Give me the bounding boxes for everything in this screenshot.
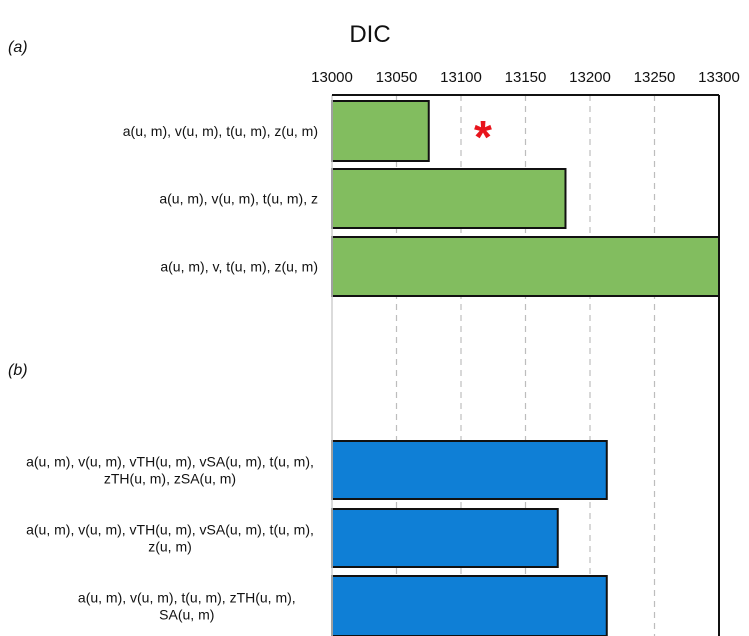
bar-panel0-2 [331,236,720,297]
x-tick-label-4: 13200 [569,69,611,86]
plot-frame [332,94,720,636]
chart-panels: (a) a(u, m), v(u, m), t(u, m), z(u, m) a(u… [8,39,720,636]
panel-label-0: (a) [8,39,28,56]
category-label-panel0-2: a(u, m), v, t(u, m), z(u, m) [160,259,318,275]
x-tick-label-3: 13150 [505,69,547,86]
x-axis-ticks: 13000 13050 13100 13150 13200 13250 13300 [311,69,740,86]
x-tick-label-0: 13000 [311,69,353,86]
category-label-panel1-0: a(u, m), v(u, m), vTH(u, m), vSA(u, m), … [26,454,314,487]
bar-panel0-1 [331,168,567,229]
panel-label-1: (b) [8,362,28,379]
x-tick-label-6: 13300 [698,69,740,86]
bar-panel0-0 [331,100,430,162]
category-label-panel0-0: a(u, m), v(u, m), t(u, m), z(u, m) [123,123,318,139]
bar-panel1-2 [331,575,608,636]
category-label-panel1-1: a(u, m), v(u, m), vTH(u, m), vSA(u, m), … [26,522,314,555]
x-tick-label-1: 13050 [376,69,418,86]
x-tick-label-2: 13100 [440,69,482,86]
bar-panel1-1 [331,508,559,568]
category-label-panel0-1: a(u, m), v(u, m), t(u, m), z [159,191,318,207]
chart-title: DIC [349,21,390,48]
significance-asterisk-0: * [474,111,492,163]
bar-panel1-0 [331,440,608,500]
x-tick-label-5: 13250 [634,69,676,86]
category-label-panel1-2: a(u, m), v(u, m), t(u, m), zTH(u, m), SA(… [78,590,296,623]
